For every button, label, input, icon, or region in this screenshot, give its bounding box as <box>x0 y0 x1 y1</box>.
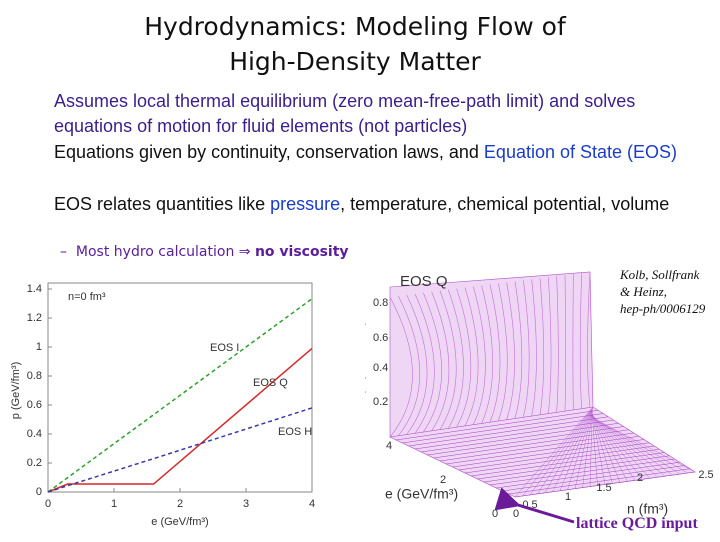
e-axis-label: e (GeV/fm³) <box>385 486 458 502</box>
sub-text: no viscosity <box>255 244 349 260</box>
bullet-text: Equation of State (EOS) <box>484 142 677 162</box>
y-tick-label: 0.4 <box>27 428 42 440</box>
e-tick-label: 2 <box>440 474 446 486</box>
series-label: EOS H <box>278 426 312 438</box>
y-tick-label: 1.2 <box>27 312 42 324</box>
y-tick-label: 0.2 <box>27 457 42 469</box>
bullet: Assumes local thermal equilibrium (zero … <box>54 89 684 139</box>
z-axis-label: p (GeV/fm³) <box>365 320 366 393</box>
series-label: EOS Q <box>253 377 288 389</box>
citation-line: Kolb, Sollfrank <box>620 266 705 283</box>
sub-text: Most hydro calculation ⇒ <box>76 244 255 260</box>
series-label: EOS I <box>210 342 239 354</box>
bullet: Equations given by continuity, conservat… <box>54 140 684 165</box>
bullet-text: pressure <box>270 194 340 214</box>
line-chart: 0 0.2 0.4 0.6 0.8 1 1.2 1.4 0 1 2 3 4 e (GeV/fm³) p (G… <box>0 262 340 542</box>
y-tick-label: 0.8 <box>27 370 42 382</box>
y-tick-label: 1.4 <box>27 283 42 295</box>
y-tick-label: 1 <box>36 341 42 353</box>
y-tick-label: 0 <box>36 486 42 498</box>
series-line <box>48 348 312 492</box>
n-tick-label: 0 <box>492 508 498 520</box>
x-tick-label: 4 <box>309 498 315 510</box>
e-tick-label: 0 <box>513 508 519 520</box>
citation: Kolb, Sollfrank& Heinz,hep-ph/0006129 <box>620 266 705 317</box>
series-line <box>48 408 312 492</box>
n-tick-label: 1 <box>565 491 571 503</box>
x-tick-label: 0 <box>45 498 51 510</box>
e-tick-label: 4 <box>386 440 392 452</box>
n-tick-label: 1.5 <box>596 482 611 494</box>
sub-marker: – <box>60 244 67 260</box>
y-tick-label: 0.6 <box>27 399 42 411</box>
bullet-text: Assumes local thermal equilibrium (zero … <box>54 91 635 136</box>
z-tick-label: 0.4 <box>373 362 388 374</box>
plot-title: EOS Q <box>400 273 448 290</box>
citation-line: & Heinz, <box>620 283 705 300</box>
n-tick-label: 0.5 <box>522 499 537 511</box>
annotation: n=0 fm³ <box>68 291 106 303</box>
z-tick-label: 0.6 <box>373 332 388 344</box>
x-tick-label: 3 <box>243 498 249 510</box>
x-tick-label: 1 <box>111 498 117 510</box>
bullet: EOS relates quantities like pressure, te… <box>54 192 684 217</box>
x-tick-label: 2 <box>177 498 183 510</box>
x-axis-label: e (GeV/fm³) <box>151 516 208 528</box>
n-tick-label: 2 <box>637 472 643 484</box>
z-tick-label: 0.2 <box>373 396 388 408</box>
series-line <box>48 299 312 492</box>
sub-bullet: – Most hydro calculation ⇒ no viscosity <box>60 244 349 260</box>
title-line: High-Density Matter <box>0 47 710 76</box>
citation-line: hep-ph/0006129 <box>620 300 705 317</box>
z-tick-label: 0.8 <box>373 297 388 309</box>
y-axis-label: p (GeV/fm³) <box>10 362 22 419</box>
callout: lattice QCD input <box>576 515 698 533</box>
bullet-text: EOS relates quantities like <box>54 194 270 214</box>
bullet-text: Equations given by continuity, conservat… <box>54 142 484 162</box>
bullet-text: , temperature, chemical potential, volum… <box>340 194 669 214</box>
n-tick-label: 2.5 <box>698 469 713 481</box>
title-line: Hydrodynamics: Modeling Flow of <box>0 12 710 41</box>
